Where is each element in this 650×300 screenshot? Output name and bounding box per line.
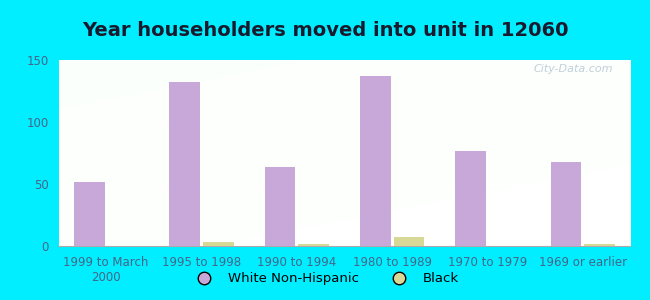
Bar (74, 182, 105, 246)
Bar (203, 242, 233, 246)
Bar (360, 76, 391, 246)
Bar (265, 167, 295, 246)
Bar (298, 244, 329, 246)
Bar (584, 244, 615, 246)
Legend: White Non-Hispanic, Black: White Non-Hispanic, Black (186, 267, 464, 290)
Bar (551, 162, 581, 246)
Text: Year householders moved into unit in 12060: Year householders moved into unit in 120… (82, 21, 568, 40)
Text: City-Data.com: City-Data.com (534, 64, 614, 74)
Bar (394, 237, 424, 246)
Bar (170, 82, 200, 246)
Bar (456, 151, 486, 246)
